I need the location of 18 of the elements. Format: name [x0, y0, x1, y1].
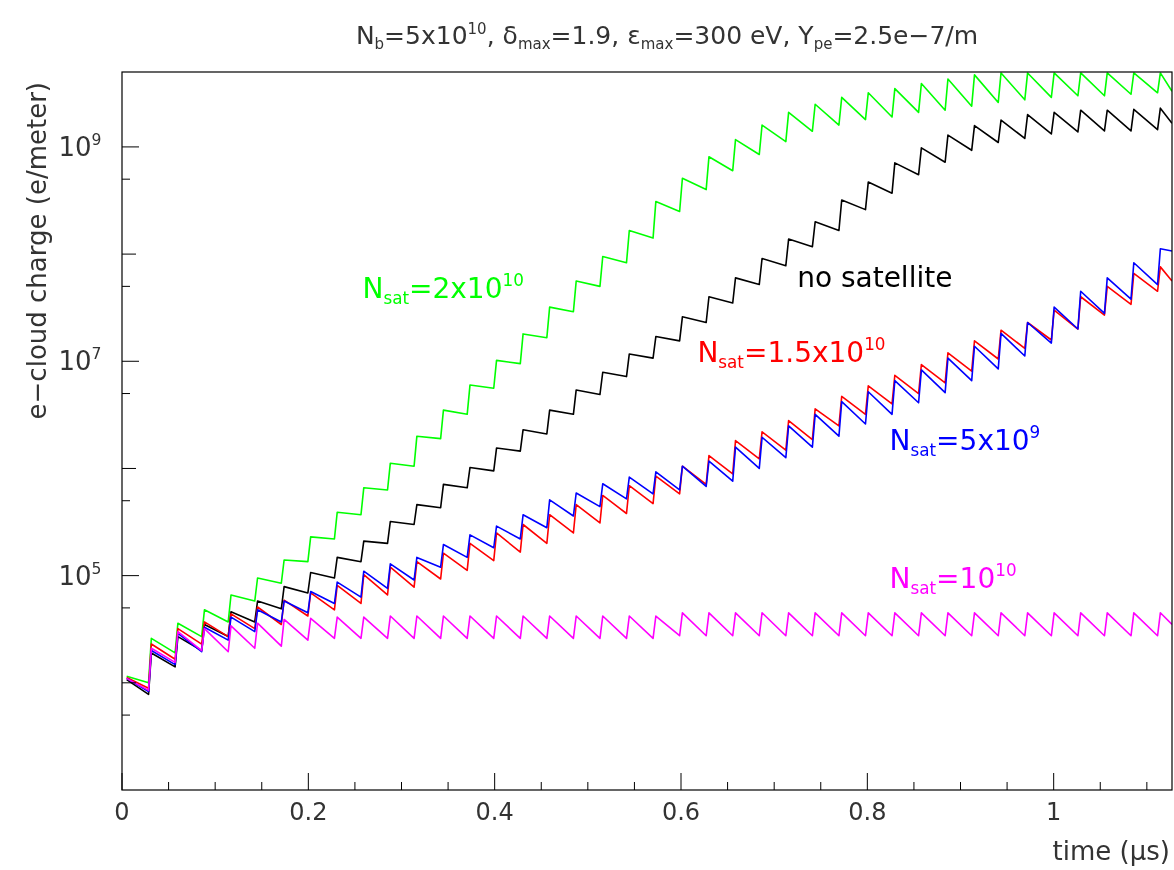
- x-tick-label: 0: [114, 798, 130, 826]
- line-series: [125, 612, 1172, 692]
- x-tick-label: 0.6: [661, 798, 701, 826]
- series-label: N$_{sat}$=10$^{10}$: [889, 560, 1017, 599]
- x-tick-label: 0.4: [475, 798, 514, 826]
- y-tick-label: 10$^{7}$: [58, 345, 102, 377]
- series-label: no satellite: [797, 261, 953, 295]
- series-label: N$_{sat}$=2x10$^{10}$: [362, 270, 524, 309]
- x-axis-title: time (μs): [1052, 836, 1170, 866]
- x-tick-label: 0.8: [848, 798, 887, 826]
- x-tick-label: 1: [1046, 798, 1062, 826]
- series-label: N$_{sat}$=5x10$^{9}$: [889, 421, 1041, 460]
- chart-title: N$_{b}$=5x10$^{10}$, δ$_{max}$=1.9, ε$_{max}$=300 eV, Y$_{pe}$=2.5e−7/m: [355, 19, 979, 54]
- y-tick-label: 10$^{5}$: [58, 559, 102, 591]
- y-tick-label: 10$^{9}$: [58, 130, 102, 162]
- series-label: N$_{sat}$=1.5x10$^{10}$: [697, 334, 886, 373]
- x-tick-label: 0.2: [289, 798, 328, 826]
- y-axis-title: e−cloud charge (e/meter): [22, 82, 52, 420]
